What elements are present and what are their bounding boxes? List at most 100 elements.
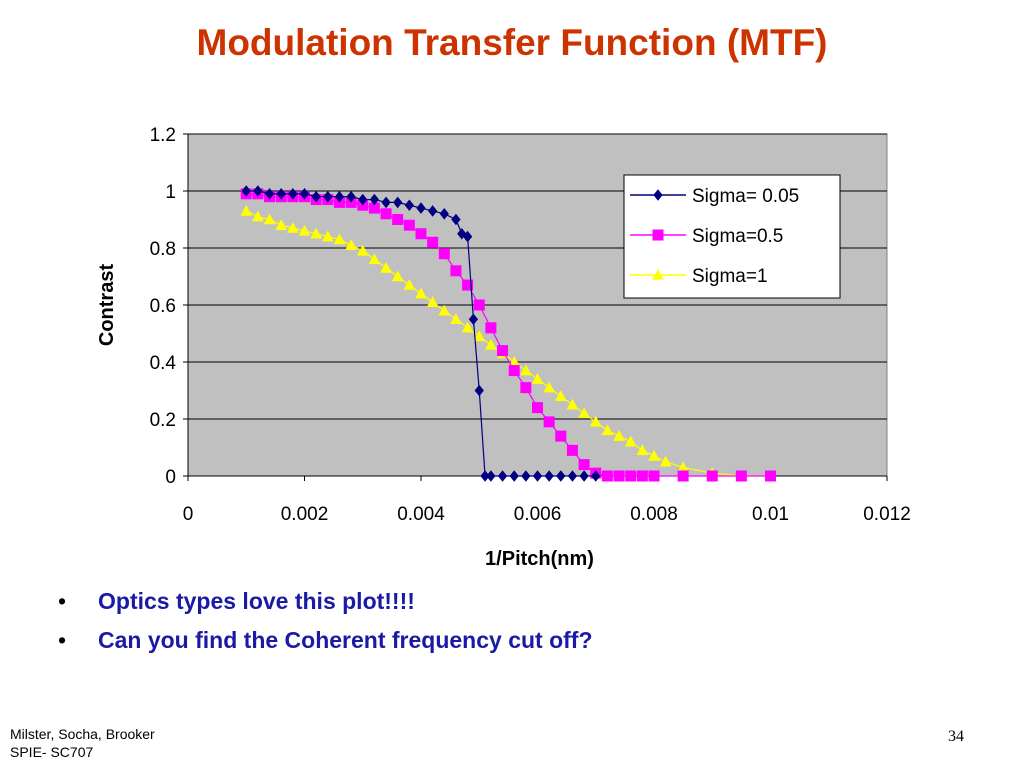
- data-point: [485, 338, 497, 350]
- data-point: [566, 444, 578, 456]
- data-point: [311, 190, 321, 203]
- data-point: [591, 470, 601, 482]
- page-number: 34: [948, 728, 964, 745]
- data-point: [427, 236, 439, 248]
- bullet-text: Can you find the Coherent frequency cut …: [98, 627, 593, 653]
- legend-label: Sigma= 0.05: [692, 186, 799, 207]
- data-point: [462, 279, 474, 291]
- data-point: [333, 233, 346, 245]
- data-point: [415, 287, 427, 299]
- data-point: [426, 296, 439, 307]
- data-point: [393, 196, 403, 209]
- legend-label: Sigma=1: [692, 266, 768, 287]
- data-point: [240, 204, 253, 216]
- y-axis-label: Contrast: [96, 264, 118, 347]
- data-point: [461, 321, 474, 333]
- data-point: [659, 455, 672, 467]
- data-point: [578, 459, 590, 471]
- data-point: [358, 193, 368, 206]
- x-tick-label: 0: [183, 504, 194, 525]
- legend-marker: [653, 189, 663, 201]
- data-point: [369, 193, 380, 206]
- data-point: [497, 470, 508, 482]
- data-point: [636, 444, 649, 456]
- data-point: [462, 230, 473, 243]
- legend-marker: [652, 268, 664, 280]
- x-axis-label: 1/Pitch(nm): [485, 548, 594, 570]
- data-point: [298, 224, 311, 236]
- data-point: [321, 230, 334, 242]
- data-point: [485, 322, 497, 334]
- y-tick-label: 1: [165, 182, 176, 203]
- data-point: [555, 430, 567, 442]
- data-point: [601, 470, 613, 482]
- data-point: [288, 188, 298, 200]
- x-tick-label: 0.008: [630, 504, 678, 525]
- data-point: [391, 270, 404, 282]
- data-point: [474, 384, 484, 397]
- data-point: [451, 213, 461, 226]
- bullet-dot-icon: •: [58, 588, 67, 614]
- data-point: [356, 244, 369, 256]
- data-point: [275, 219, 288, 230]
- data-point: [416, 202, 426, 214]
- data-point: [450, 313, 462, 324]
- data-point: [613, 430, 625, 441]
- data-point: [287, 221, 299, 233]
- data-point: [625, 470, 637, 482]
- data-point: [276, 188, 286, 200]
- data-point: [299, 188, 310, 200]
- data-point: [346, 190, 356, 203]
- data-point: [438, 304, 451, 316]
- data-point: [636, 470, 648, 482]
- data-point: [404, 199, 414, 212]
- x-tick-label: 0.01: [752, 504, 789, 525]
- data-point: [567, 470, 578, 482]
- data-point: [543, 416, 555, 428]
- y-tick-label: 0.8: [150, 239, 176, 260]
- data-point: [381, 196, 391, 209]
- data-point: [473, 330, 486, 342]
- data-point: [392, 214, 404, 225]
- data-point: [368, 253, 381, 265]
- data-point: [509, 470, 519, 482]
- data-point: [486, 470, 496, 482]
- data-point: [601, 424, 614, 436]
- slide-title: Modulation Transfer Function (MTF): [196, 22, 828, 63]
- y-tick-label: 0.2: [150, 410, 176, 431]
- data-point: [531, 373, 544, 384]
- data-point: [677, 470, 689, 482]
- data-point: [532, 402, 543, 414]
- y-tick-label: 0.4: [150, 353, 177, 374]
- data-point: [334, 190, 345, 203]
- data-point: [380, 208, 392, 220]
- data-point: [439, 207, 449, 220]
- data-point: [556, 470, 566, 482]
- data-point: [264, 188, 275, 200]
- data-point: [310, 227, 322, 239]
- data-point: [735, 470, 747, 482]
- data-point: [520, 382, 532, 394]
- data-point: [521, 470, 531, 482]
- y-tick-label: 0.6: [150, 296, 176, 317]
- series-line: [246, 193, 771, 477]
- data-point: [403, 219, 415, 231]
- data-point: [473, 299, 485, 311]
- data-point: [241, 185, 251, 197]
- data-point: [765, 470, 776, 482]
- data-point: [706, 470, 718, 482]
- x-tick-label: 0.006: [514, 504, 562, 525]
- bullet-item: • Can you find the Coherent frequency cu…: [58, 627, 593, 666]
- data-point: [554, 390, 567, 401]
- bullet-item: • Optics types love this plot!!!!: [58, 588, 593, 627]
- data-point: [543, 381, 555, 393]
- legend-marker: [652, 229, 664, 241]
- data-point: [323, 190, 333, 203]
- data-point: [648, 449, 660, 461]
- data-point: [468, 313, 479, 326]
- data-point: [566, 398, 579, 410]
- x-tick-label: 0.002: [281, 504, 329, 525]
- x-tick-label: 0.012: [863, 504, 911, 525]
- data-point: [579, 470, 589, 482]
- bullet-dot-icon: •: [58, 627, 67, 653]
